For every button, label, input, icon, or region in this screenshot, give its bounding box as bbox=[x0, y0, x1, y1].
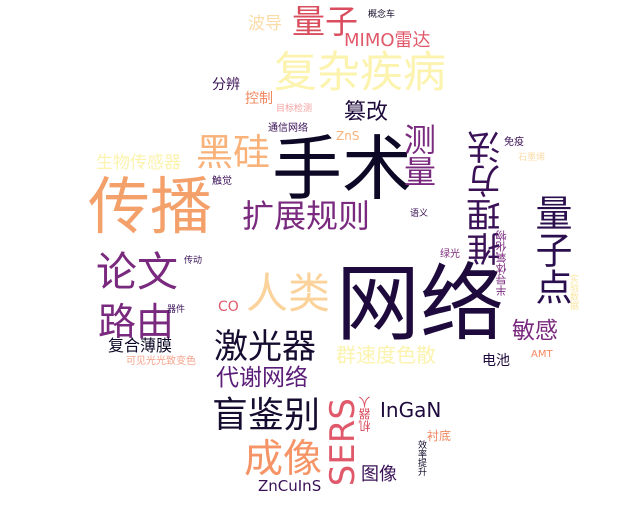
word-mubiao-jiance: 目标检测 bbox=[276, 104, 313, 114]
word-fenbian: 分辨 bbox=[212, 77, 240, 93]
word-co: CO bbox=[218, 299, 239, 315]
word-mimo-leida: MIMO雷达 bbox=[344, 30, 431, 51]
word-lvguang: 绿光 bbox=[440, 249, 460, 260]
word-ingan: InGaN bbox=[380, 398, 442, 422]
word-shengwu-chuanganqi: 生物传感器 bbox=[96, 153, 181, 173]
word-luyou: 路由 bbox=[98, 300, 175, 344]
word-jiguangqi: 激光器 bbox=[214, 327, 316, 367]
word-wangluo: 网络 bbox=[336, 255, 505, 353]
word-kejianguang: 可见光光致变色 bbox=[126, 356, 196, 367]
word-liangzidian: 量子点 bbox=[529, 194, 572, 305]
word-bandaoti-yanghuawu: 半导体氧化物 bbox=[495, 230, 508, 296]
word-kuozhan-guize: 扩展规则 bbox=[242, 197, 371, 235]
word-cuangai: 篡改 bbox=[344, 100, 389, 125]
word-mangjianbie: 盲鉴别 bbox=[212, 395, 321, 436]
word-lunwen: 论文 bbox=[96, 248, 178, 296]
word-chuanbo: 传播 bbox=[88, 170, 213, 243]
word-chujue: 触觉 bbox=[212, 176, 232, 187]
word-yuyi: 语义 bbox=[410, 209, 429, 219]
word-chuandong: 传动 bbox=[184, 256, 203, 266]
word-chendi: 衬底 bbox=[427, 429, 452, 443]
word-celiang: 测量 bbox=[399, 123, 437, 187]
word-fuza-jibing: 复杂疾病 bbox=[274, 48, 446, 98]
word-bodao: 波导 bbox=[248, 14, 282, 34]
word-gainianche: 概念车 bbox=[368, 10, 396, 20]
word-heigui: 黑硅 bbox=[196, 131, 270, 174]
word-tuxiang: 图像 bbox=[361, 464, 397, 485]
word-dianchi: 电池 bbox=[482, 353, 510, 369]
word-jiqiren: 机器人 bbox=[358, 396, 372, 432]
word-fuhe-baomo: 复合薄膜 bbox=[108, 336, 173, 355]
word-liangzi: 量子 bbox=[292, 2, 358, 41]
word-mianyi: 免疫 bbox=[504, 137, 524, 148]
word-amt: AMT bbox=[531, 349, 553, 360]
word-shiyan-shuju: 实验数据 bbox=[568, 274, 578, 310]
word-mingan: 敏感 bbox=[512, 318, 558, 344]
word-daixie-wangluo: 代谢网络 bbox=[216, 365, 308, 391]
word-zncuins: ZnCuInS bbox=[258, 477, 322, 495]
word-zns: ZnS bbox=[336, 129, 360, 143]
word-shimoxi: 石墨烯 bbox=[518, 153, 546, 163]
word-qunsudu-sesan: 群速度色散 bbox=[336, 343, 436, 367]
word-shoushu: 手术 bbox=[272, 128, 412, 210]
word-tongxin-wangluo: 通信网络 bbox=[268, 123, 308, 134]
word-qijian: 器件 bbox=[167, 305, 186, 315]
word-chengxiang: 成像 bbox=[244, 437, 323, 482]
word-xiaolv-tisheng: 效率提升 bbox=[416, 440, 426, 476]
word-sers: SERS bbox=[323, 398, 363, 487]
word-kongzhi: 控制 bbox=[245, 91, 273, 107]
word-renlei: 人类 bbox=[246, 269, 331, 318]
